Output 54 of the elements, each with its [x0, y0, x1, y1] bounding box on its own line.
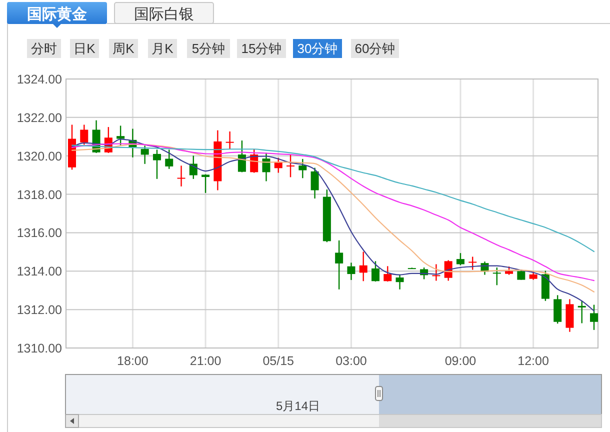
text: 5月14日: [276, 399, 320, 413]
candlestick: [590, 304, 598, 331]
x-tick-label: 21:00: [190, 354, 222, 368]
candlestick: [384, 266, 392, 282]
x-tick-label: 09:00: [444, 354, 476, 368]
text: 15分钟: [241, 41, 282, 56]
y-tick-label: 1310.00: [16, 342, 62, 356]
candlestick: [238, 140, 246, 173]
candlestick: [468, 256, 477, 270]
candlestick: [116, 125, 125, 146]
candlestick: [202, 174, 210, 194]
candlestick: [456, 252, 464, 266]
candlestick: [492, 266, 501, 286]
x-tick-label: 12:00: [518, 354, 549, 368]
candlestick: [396, 274, 404, 290]
text: 60分钟: [354, 41, 396, 56]
x-tick-label: 03:00: [336, 354, 367, 368]
y-tick-label: 1314.00: [16, 264, 62, 279]
x-tick-label: 18:00: [117, 354, 148, 368]
y-tick-label: 1324.00: [16, 72, 62, 86]
candlestick: [140, 145, 149, 165]
candlestick: [189, 155, 198, 180]
candlestick: [371, 260, 380, 282]
text: 5分钟: [192, 41, 226, 56]
candlestick: [347, 262, 356, 281]
candlestick: [226, 130, 234, 150]
text: 30分钟: [297, 41, 338, 56]
y-tick-label: 1312.00: [16, 303, 62, 318]
y-tick-label: 1320.00: [16, 149, 62, 164]
text: 分时: [31, 41, 57, 56]
candlestick: [262, 152, 270, 182]
chart-title: 国际黄金: [27, 6, 87, 23]
x-tick-label: 05/15: [262, 354, 294, 368]
candlestick: [165, 149, 174, 170]
candlestick: [554, 294, 562, 324]
candlestick: [177, 165, 186, 188]
y-tick-label: 1316.00: [16, 226, 62, 240]
candlestick: [152, 149, 161, 180]
candlestick: [80, 124, 88, 146]
candlestick: [335, 240, 344, 290]
candlestick: [359, 251, 368, 282]
text: 周K: [112, 41, 135, 56]
candlestick: [566, 298, 574, 332]
y-tick-label: 1322.00: [16, 110, 62, 125]
y-tick-label: 1318.00: [16, 188, 62, 202]
candlestick: [517, 269, 526, 280]
candlestick: [286, 154, 295, 178]
text: 月K: [152, 41, 174, 56]
candlestick: [578, 300, 586, 324]
text: 国际白银: [134, 6, 194, 23]
candlestick: [432, 264, 440, 282]
candlestick: [298, 158, 307, 179]
candlestick: [310, 167, 319, 200]
text: 日K: [74, 41, 96, 56]
